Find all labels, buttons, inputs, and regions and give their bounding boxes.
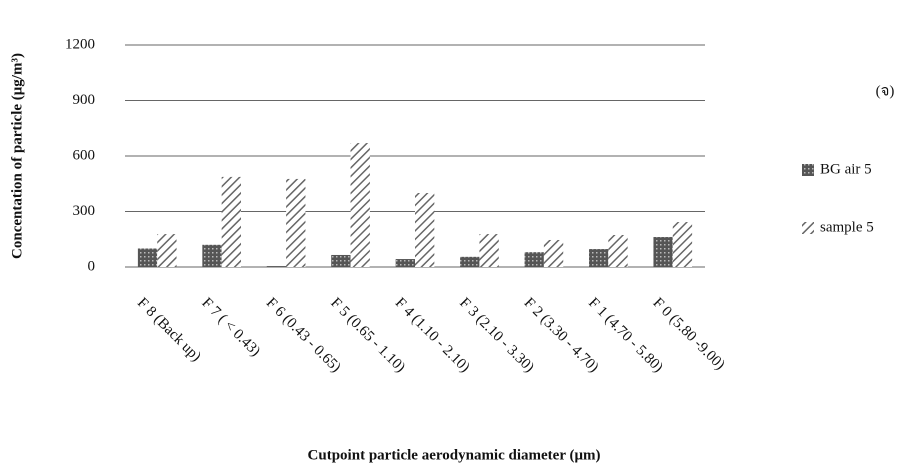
legend-swatch [802, 222, 814, 234]
y-axis-title: Concentation of particle (μg/m³) [9, 53, 25, 259]
bar [395, 259, 415, 267]
annotation: (จ) [876, 83, 895, 99]
bar [543, 239, 564, 267]
y-tick-label: 1200 [65, 36, 95, 52]
bar [137, 248, 158, 267]
x-tick-label: F 7 ( < 0.43) [198, 295, 263, 360]
y-tick-label: 600 [73, 147, 96, 163]
x-tick-label: F 8 (Back up) [134, 295, 204, 365]
bar [479, 234, 499, 267]
legend-label: BG air 5 [820, 161, 872, 177]
bar [653, 237, 673, 267]
bar [202, 244, 222, 267]
y-tick-label: 900 [73, 92, 96, 108]
legend-swatch [802, 164, 814, 176]
bar [589, 249, 609, 267]
x-axis-title: Cutpoint particle aerodynamic diameter (… [308, 447, 601, 463]
legend-label: sample 5 [820, 219, 874, 235]
bar [221, 176, 241, 267]
bar [524, 252, 544, 267]
bar [460, 256, 480, 267]
bar [350, 143, 370, 267]
bar [672, 222, 693, 267]
y-tick-label: 300 [73, 203, 96, 219]
bar [415, 193, 435, 267]
bar [331, 254, 351, 267]
bar [157, 234, 177, 267]
bar [286, 178, 306, 267]
bar [608, 234, 628, 267]
bar [266, 266, 287, 267]
y-tick-label: 0 [88, 258, 96, 274]
